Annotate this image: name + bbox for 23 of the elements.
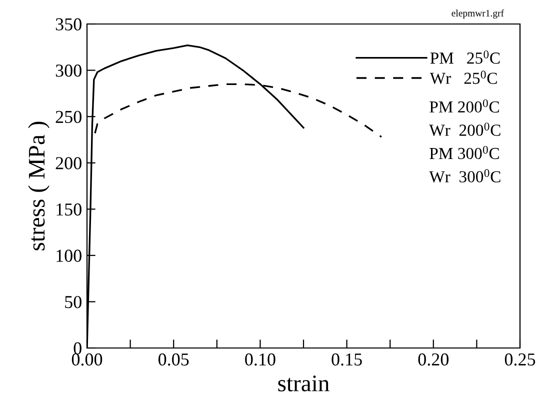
x-tick-label: 0.25 — [504, 353, 536, 366]
annotation: Wr 200$^{0}$C — [429, 122, 500, 136]
y-tick-label: 300 — [56, 64, 82, 77]
x-tick-label: 0.15 — [332, 353, 362, 366]
x-tick-label: 0.10 — [245, 353, 276, 366]
annotation: PM 200$^{0}$C — [430, 99, 499, 113]
y-tick-label: 50 — [65, 296, 82, 308]
y-tick-label: 250 — [56, 110, 82, 124]
annotation: Wr 300$^{0}$C — [429, 169, 500, 182]
y-axis-title: stress ( MPa ) — [28, 122, 50, 250]
x-tick-label: 0.00 — [72, 353, 102, 366]
y-tick-label: 100 — [56, 250, 82, 262]
legend-label: Wr 25$^{0}$C — [430, 70, 497, 84]
annotation: PM 300$^{0}$C — [430, 146, 499, 160]
y-tick-label: 150 — [56, 203, 82, 216]
x-tick-label: 0.20 — [418, 353, 449, 366]
y-tick-label: 0 — [74, 342, 82, 354]
x-axis-title: strain — [278, 376, 330, 392]
x-tick-label: 0.05 — [158, 353, 189, 366]
legend-label: PM 25$^{0}$C — [430, 50, 500, 64]
text: elepmwr1.grf — [452, 10, 504, 18]
y-tick-label: 200 — [56, 157, 82, 170]
y-tick-label: 350 — [56, 18, 82, 30]
